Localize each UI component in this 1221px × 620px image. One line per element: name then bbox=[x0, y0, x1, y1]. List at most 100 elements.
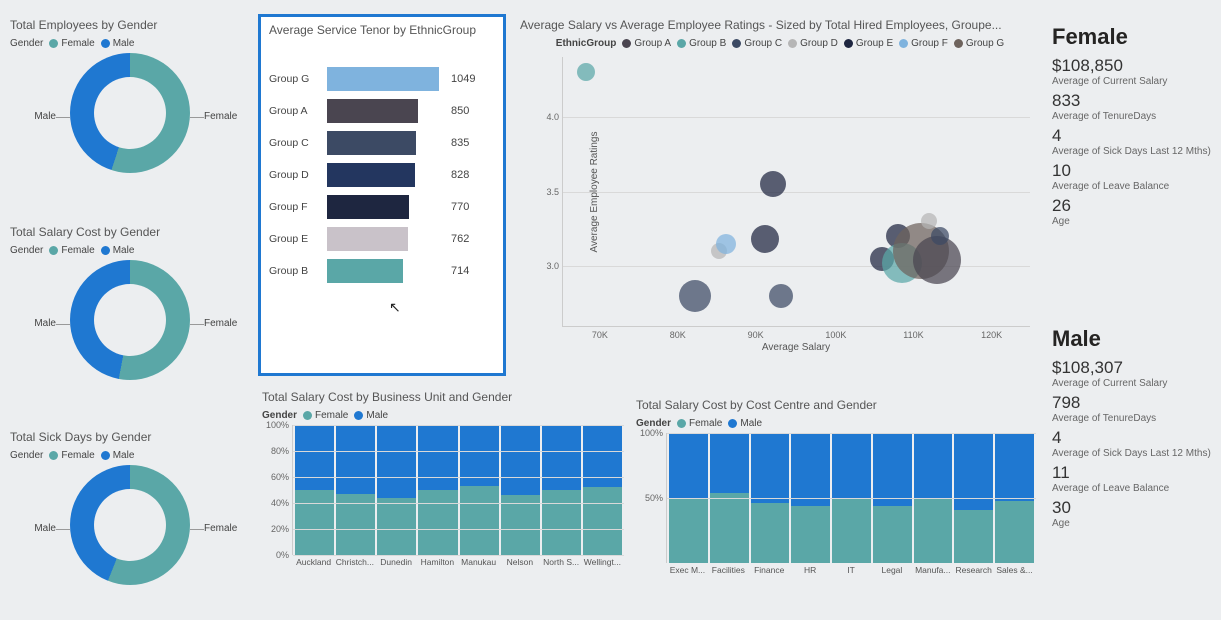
tenor-bar-visual[interactable]: Average Service Tenor by EthnicGroup Gro… bbox=[258, 14, 506, 376]
hbar-row[interactable]: Group G 1049 bbox=[269, 63, 495, 95]
x-axis-label: Facilities bbox=[709, 565, 748, 575]
x-axis-label: Research bbox=[954, 565, 993, 575]
kpi-label: Age bbox=[1052, 216, 1212, 227]
legend-item[interactable]: Group C bbox=[732, 38, 782, 49]
legend: Gender Female Male bbox=[262, 410, 624, 421]
hbar-row[interactable]: Group B 714 bbox=[269, 255, 495, 287]
hbar-category: Group F bbox=[269, 201, 321, 213]
scatter-point[interactable] bbox=[751, 225, 779, 253]
x-axis-label: North S... bbox=[542, 557, 581, 567]
hbar-value: 835 bbox=[445, 137, 469, 149]
donut-chart[interactable]: Male Female bbox=[70, 260, 190, 380]
x-axis-label: Christch... bbox=[335, 557, 374, 567]
hbar-row[interactable]: Group F 770 bbox=[269, 191, 495, 223]
kpi-heading: Female bbox=[1052, 24, 1212, 50]
chart-title: Total Salary Cost by Business Unit and G… bbox=[262, 390, 624, 404]
donut-employees-visual[interactable]: Total Employees by Gender Gender Female … bbox=[10, 18, 250, 173]
legend-item[interactable]: Group B bbox=[677, 38, 726, 49]
stacked-column[interactable] bbox=[336, 425, 375, 555]
stacked-column[interactable] bbox=[377, 425, 416, 555]
kpi-value: $108,850 bbox=[1052, 56, 1212, 76]
kpi-value: 30 bbox=[1052, 498, 1212, 518]
kpi-value: 26 bbox=[1052, 196, 1212, 216]
stacked-column[interactable] bbox=[501, 425, 540, 555]
legend-item[interactable]: Group F bbox=[899, 38, 948, 49]
donut-chart[interactable]: Male Female bbox=[70, 53, 190, 173]
stacked-column[interactable] bbox=[542, 425, 581, 555]
x-axis-label: Manukau bbox=[459, 557, 498, 567]
chart-title: Total Salary Cost by Cost Centre and Gen… bbox=[636, 398, 1036, 412]
kpi-value: 4 bbox=[1052, 428, 1212, 448]
scatter-point[interactable] bbox=[679, 280, 711, 312]
hbar-category: Group G bbox=[269, 73, 321, 85]
stacked-column[interactable] bbox=[583, 425, 622, 555]
cursor-icon: ↖ bbox=[389, 299, 401, 316]
scatter-visual[interactable]: Average Salary vs Average Employee Ratin… bbox=[520, 18, 1040, 327]
hbar-row[interactable]: Group E 762 bbox=[269, 223, 495, 255]
y-axis-label: Average Employee Ratings bbox=[589, 132, 600, 253]
stack-bu-visual[interactable]: Total Salary Cost by Business Unit and G… bbox=[262, 390, 624, 567]
kpi-value: $108,307 bbox=[1052, 358, 1212, 378]
kpi-value: 10 bbox=[1052, 161, 1212, 181]
donut-chart[interactable]: Male Female bbox=[70, 465, 190, 585]
legend: EthnicGroup Group AGroup BGroup CGroup D… bbox=[520, 38, 1040, 49]
kpi-label: Average of TenureDays bbox=[1052, 111, 1212, 122]
x-axis-label: Legal bbox=[872, 565, 911, 575]
kpi-label: Age bbox=[1052, 518, 1212, 529]
x-axis-label: Wellingt... bbox=[583, 557, 622, 567]
kpi-female-card[interactable]: Female $108,850Average of Current Salary… bbox=[1052, 24, 1212, 229]
x-axis-label: Exec M... bbox=[668, 565, 707, 575]
stacked-column[interactable] bbox=[460, 425, 499, 555]
kpi-label: Average of Current Salary bbox=[1052, 76, 1212, 87]
donut-sick-visual[interactable]: Total Sick Days by Gender Gender Female … bbox=[10, 430, 250, 585]
legend-item[interactable]: Group D bbox=[788, 38, 838, 49]
stacked-column-chart[interactable]: 50%100% bbox=[666, 433, 1036, 563]
hbar-value: 1049 bbox=[445, 73, 475, 85]
donut-salary-visual[interactable]: Total Salary Cost by Gender Gender Femal… bbox=[10, 225, 250, 380]
hbar-row[interactable]: Group C 835 bbox=[269, 127, 495, 159]
legend-item[interactable]: Group G bbox=[954, 38, 1004, 49]
scatter-point[interactable] bbox=[577, 63, 595, 81]
kpi-value: 798 bbox=[1052, 393, 1212, 413]
legend: Gender Female Male bbox=[636, 418, 1036, 429]
legend: Gender Female Male bbox=[10, 38, 250, 49]
kpi-value: 11 bbox=[1052, 463, 1212, 483]
kpi-label: Average of Leave Balance bbox=[1052, 483, 1212, 494]
legend: Gender Female Male bbox=[10, 245, 250, 256]
scatter-point[interactable] bbox=[716, 234, 736, 254]
kpi-label: Average of Current Salary bbox=[1052, 378, 1212, 389]
stacked-column[interactable] bbox=[418, 425, 457, 555]
chart-title: Average Salary vs Average Employee Ratin… bbox=[520, 18, 1040, 32]
hbar-category: Group A bbox=[269, 105, 321, 117]
legend-item[interactable]: Group E bbox=[844, 38, 893, 49]
scatter-point[interactable] bbox=[760, 171, 786, 197]
hbar-row[interactable]: Group D 828 bbox=[269, 159, 495, 191]
hbar-row[interactable]: Group A 850 bbox=[269, 95, 495, 127]
x-axis-label: Dunedin bbox=[377, 557, 416, 567]
hbar-category: Group B bbox=[269, 265, 321, 277]
scatter-point[interactable] bbox=[769, 284, 793, 308]
stack-cc-visual[interactable]: Total Salary Cost by Cost Centre and Gen… bbox=[636, 398, 1036, 575]
x-axis-label: Manufa... bbox=[913, 565, 952, 575]
scatter-point[interactable] bbox=[931, 227, 949, 245]
kpi-label: Average of TenureDays bbox=[1052, 413, 1212, 424]
legend: Gender Female Male bbox=[10, 450, 250, 461]
kpi-male-card[interactable]: Male $108,307Average of Current Salary 79… bbox=[1052, 326, 1212, 531]
x-axis-label: Sales &... bbox=[995, 565, 1034, 575]
hbar-category: Group D bbox=[269, 169, 321, 181]
hbar-value: 850 bbox=[445, 105, 469, 117]
hbar-value: 828 bbox=[445, 169, 469, 181]
scatter-point[interactable] bbox=[921, 213, 937, 229]
x-axis-label: Hamilton bbox=[418, 557, 457, 567]
kpi-value: 4 bbox=[1052, 126, 1212, 146]
kpi-heading: Male bbox=[1052, 326, 1212, 352]
chart-title: Total Sick Days by Gender bbox=[10, 430, 250, 444]
stacked-column-chart[interactable]: 0%20%40%60%80%100% bbox=[292, 425, 624, 555]
legend-item[interactable]: Group A bbox=[622, 38, 671, 49]
hbar-value: 714 bbox=[445, 265, 469, 277]
x-axis-label: Nelson bbox=[500, 557, 539, 567]
stacked-column[interactable] bbox=[295, 425, 334, 555]
chart-title: Total Employees by Gender bbox=[10, 18, 250, 32]
scatter-plot-area[interactable]: 3.03.54.070K80K90K100K110K120K bbox=[562, 57, 1030, 327]
x-axis-label: IT bbox=[832, 565, 871, 575]
